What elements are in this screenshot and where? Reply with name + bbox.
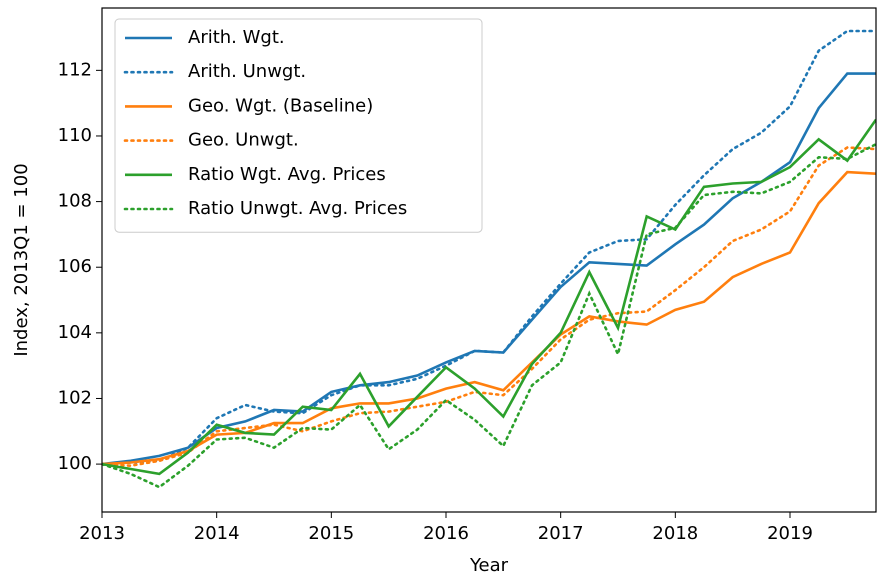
x-tick-label: 2015 — [308, 523, 354, 544]
series-line — [102, 72, 876, 466]
legend-label: Ratio Unwgt. Avg. Prices — [188, 198, 407, 219]
legend-label: Ratio Wgt. Avg. Prices — [188, 164, 386, 185]
y-axis-label: Index, 2013Q1 = 100 — [11, 163, 32, 356]
series-line — [102, 29, 876, 466]
series-line — [102, 142, 876, 489]
x-tick-label: 2014 — [194, 523, 240, 544]
y-tick-label: 100 — [58, 453, 92, 474]
y-tick-label: 108 — [58, 191, 92, 212]
y-tick-label: 112 — [58, 59, 92, 80]
y-tick-label: 106 — [58, 256, 92, 277]
x-tick-label: 2019 — [767, 523, 813, 544]
legend-label: Geo. Wgt. (Baseline) — [188, 95, 373, 116]
x-axis-label: Year — [469, 555, 509, 576]
series-line — [102, 118, 876, 476]
x-tick-label: 2013 — [79, 523, 125, 544]
series-line — [102, 170, 876, 466]
y-tick-label: 104 — [58, 322, 92, 343]
legend-label: Geo. Unwgt. — [188, 130, 299, 151]
legend-box — [114, 18, 483, 233]
legend-label: Arith. Wgt. — [188, 27, 285, 48]
y-tick-label: 102 — [58, 387, 92, 408]
legend-label: Arith. Unwgt. — [188, 61, 306, 82]
plot-frame — [101, 7, 877, 513]
y-tick-label: 110 — [58, 125, 92, 146]
x-tick-label: 2018 — [652, 523, 698, 544]
x-tick-label: 2016 — [423, 523, 469, 544]
x-tick-label: 2017 — [538, 523, 584, 544]
